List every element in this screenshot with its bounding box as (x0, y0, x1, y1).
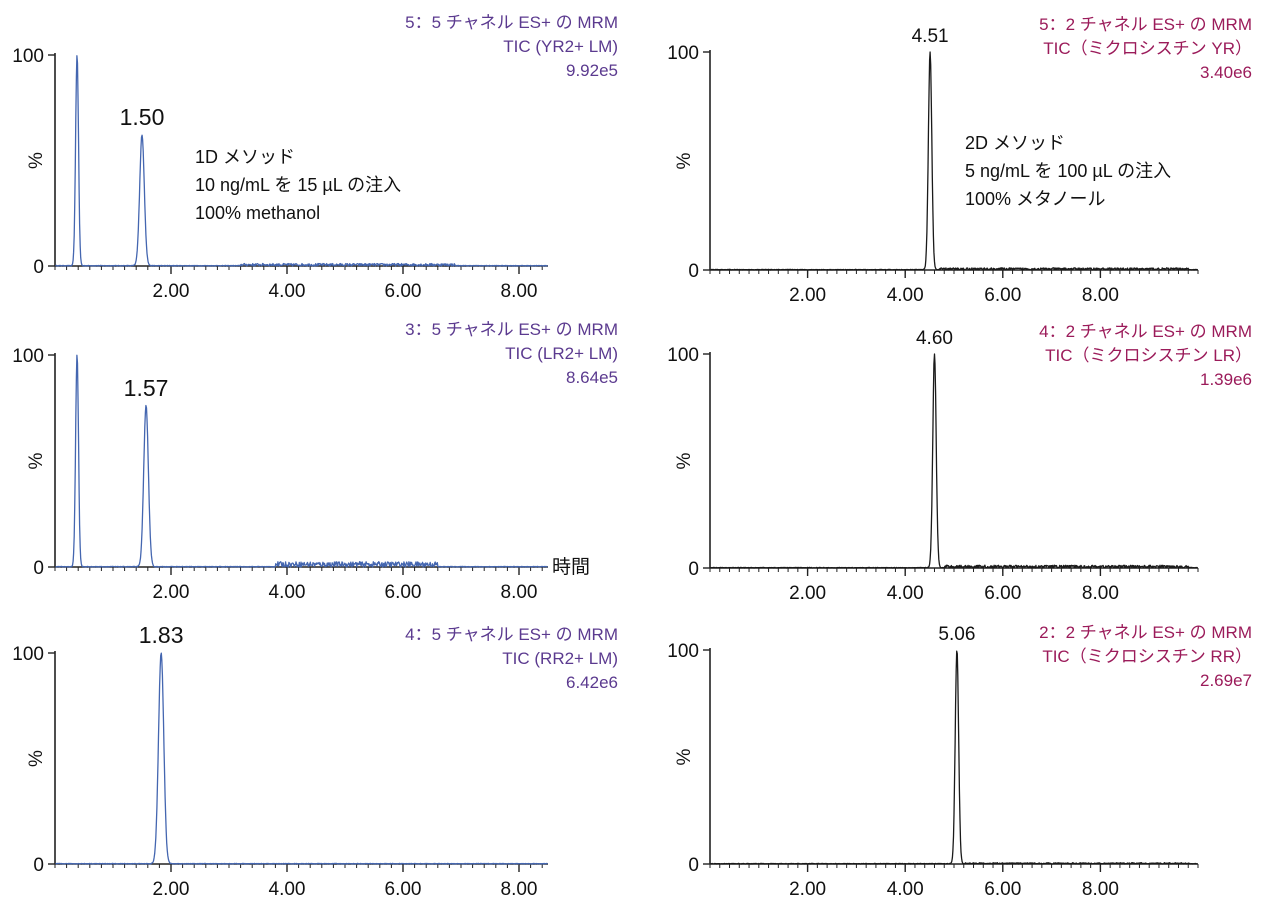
chromatogram-panel-2: 3：5 チャネル ES+ の MRM TIC (LR2+ LM) 8.64e5 100… (12, 320, 618, 603)
x-tick-label: 6.00 (385, 582, 422, 603)
y-tick-label: 0 (688, 261, 699, 282)
peak-retention-label: 1.83 (139, 622, 184, 648)
y-axis-label: % (26, 452, 47, 469)
y-axis-label: % (26, 750, 47, 767)
peak-retention-label: 1.57 (124, 375, 169, 401)
x-tick-label: 4.00 (269, 281, 306, 302)
chromatogram-panel-5: 4：2 チャネル ES+ の MRM TIC（ミクロシスチン LR） 1.39e6 1… (667, 322, 1252, 604)
x-tick-label: 6.00 (984, 583, 1021, 604)
trace-line (55, 55, 548, 267)
trace-line (710, 51, 1198, 271)
method-annotation-line-2: 10 ng/mL を 15 µL の注入 (195, 175, 401, 195)
trace-header-line-2: TIC（ミクロシスチン RR） (1042, 647, 1252, 666)
trace-header-line-1: 4：2 チャネル ES+ の MRM (1039, 322, 1252, 341)
y-axis-label: % (674, 748, 695, 765)
y-axis-label: % (674, 152, 695, 169)
x-tick-label: 8.00 (1082, 879, 1119, 900)
method-annotation-line-3: 100% メタノール (965, 189, 1106, 209)
trace-header-line-1: 5：5 チャネル ES+ の MRM (405, 13, 618, 32)
trace-line (710, 353, 1198, 569)
trace-header-line-1: 2：2 チャネル ES+ の MRM (1039, 623, 1252, 642)
x-tick-label: 6.00 (385, 281, 422, 302)
x-tick-label: 8.00 (501, 582, 538, 603)
x-tick-label: 2.00 (789, 285, 826, 306)
x-tick-label: 4.00 (887, 285, 924, 306)
trace-header-line-1: 4：5 チャネル ES+ の MRM (405, 625, 618, 644)
chromatogram-panel-6: 2：2 チャネル ES+ の MRM TIC（ミクロシスチン RR） 2.69e7 1… (667, 623, 1252, 900)
x-tick-label: 6.00 (984, 879, 1021, 900)
y-tick-label: 100 (667, 345, 699, 366)
trace-header-line-3: 6.42e6 (566, 673, 618, 692)
method-annotation-line-1: 2D メソッド (965, 133, 1065, 153)
x-tick-label: 2.00 (789, 879, 826, 900)
y-tick-label: 0 (688, 855, 699, 876)
y-tick-label: 100 (667, 641, 699, 662)
trace-header-line-1: 3：5 チャネル ES+ の MRM (405, 320, 618, 339)
trace-header-line-3: 9.92e5 (566, 61, 618, 80)
trace-header-line-2: TIC（ミクロシスチン YR） (1043, 39, 1252, 58)
x-tick-label: 2.00 (153, 582, 190, 603)
y-axis-label: % (674, 452, 695, 469)
trace-header-line-2: TIC (YR2+ LM) (503, 37, 618, 56)
y-tick-label: 100 (12, 644, 44, 665)
x-tick-label: 4.00 (887, 583, 924, 604)
trace-header-line-2: TIC (LR2+ LM) (505, 344, 618, 363)
trace-line (55, 354, 548, 568)
trace-header-line-2: TIC (RR2+ LM) (502, 649, 618, 668)
x-tick-label: 8.00 (501, 281, 538, 302)
y-tick-label: 100 (12, 346, 44, 367)
trace-line (55, 652, 548, 865)
trace-header-line-3: 3.40e6 (1200, 63, 1252, 82)
y-tick-label: 0 (33, 855, 44, 876)
x-tick-label: 2.00 (789, 583, 826, 604)
peak-retention-label: 5.06 (938, 624, 975, 645)
y-tick-label: 100 (667, 43, 699, 64)
trace-header-line-3: 2.69e7 (1200, 671, 1252, 690)
x-tick-label: 2.00 (153, 879, 190, 900)
method-annotation-line-2: 5 ng/mL を 100 µL の注入 (965, 161, 1171, 181)
y-tick-label: 0 (688, 559, 699, 580)
x-tick-label: 4.00 (269, 582, 306, 603)
peak-retention-label: 1.50 (120, 104, 165, 130)
trace-header-line-1: 5：2 チャネル ES+ の MRM (1039, 15, 1252, 34)
chromatogram-panel-3: 4：5 チャネル ES+ の MRM TIC (RR2+ LM) 6.42e6 100… (12, 622, 618, 900)
y-tick-label: 0 (33, 558, 44, 579)
x-axis-label: 時間 (552, 556, 590, 578)
x-tick-label: 8.00 (1082, 583, 1119, 604)
trace-header-line-2: TIC（ミクロシスチン LR） (1045, 346, 1252, 365)
trace-header-line-3: 1.39e6 (1200, 370, 1252, 389)
trace-header-line-3: 8.64e5 (566, 368, 618, 387)
x-tick-label: 6.00 (984, 285, 1021, 306)
trace-line (710, 650, 1198, 865)
peak-retention-label: 4.51 (912, 26, 949, 47)
method-annotation-line-3: 100% methanol (195, 203, 320, 223)
x-tick-label: 4.00 (887, 879, 924, 900)
x-tick-label: 4.00 (269, 879, 306, 900)
chromatogram-panel-1: 5：5 チャネル ES+ の MRM TIC (YR2+ LM) 9.92e5 100… (12, 13, 618, 302)
chromatogram-panel-4: 5：2 チャネル ES+ の MRM TIC（ミクロシスチン YR） 3.40e6 1… (667, 15, 1252, 306)
peak-retention-label: 4.60 (916, 328, 953, 349)
x-tick-label: 8.00 (501, 879, 538, 900)
x-tick-label: 8.00 (1082, 285, 1119, 306)
y-tick-label: 100 (12, 46, 44, 67)
method-annotation-line-1: 1D メソッド (195, 147, 295, 167)
y-axis-label: % (26, 152, 47, 169)
y-tick-label: 0 (33, 257, 44, 278)
x-tick-label: 2.00 (153, 281, 190, 302)
x-tick-label: 6.00 (385, 879, 422, 900)
